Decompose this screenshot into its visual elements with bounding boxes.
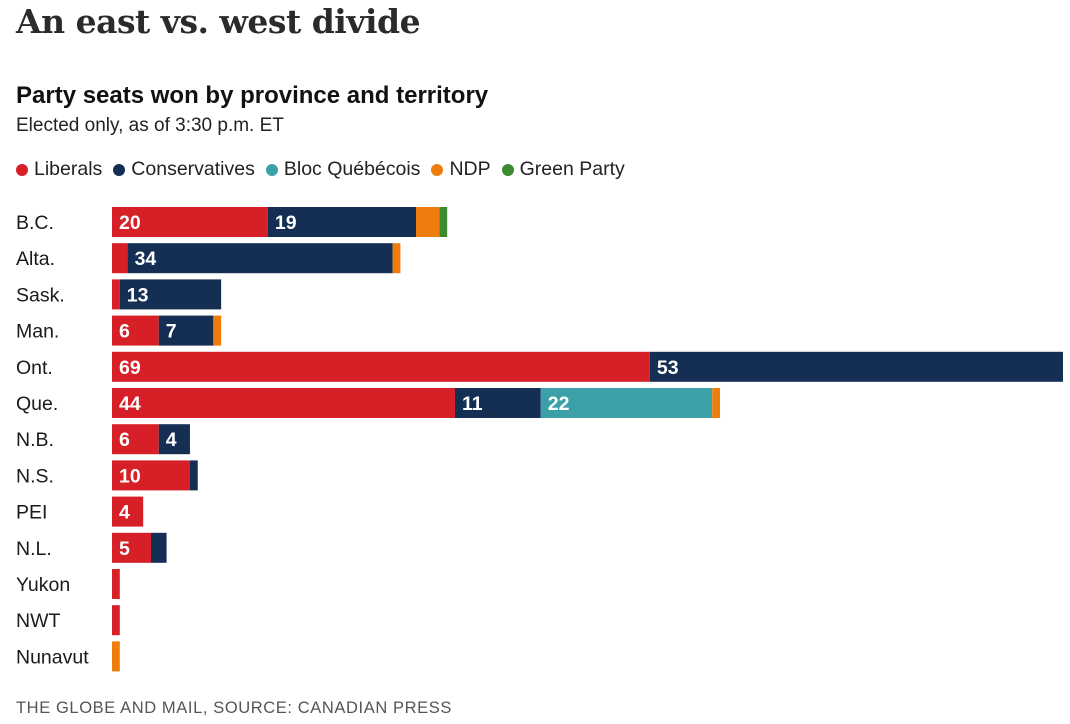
legend-item-conservatives: Conservatives xyxy=(113,158,255,181)
bar-b-c-ndp xyxy=(416,207,440,237)
bar-alta-ndp xyxy=(392,243,401,274)
chart-subtitle: Elected only, as of 3:30 p.m. ET xyxy=(16,115,284,136)
legend-label-green: Green Party xyxy=(519,158,625,180)
bar-yukon-liberals xyxy=(112,569,120,599)
legend-label-ndp: NDP xyxy=(449,158,491,180)
legend-item-liberals: Liberals xyxy=(16,158,102,181)
category-label-yukon: Yukon xyxy=(16,574,70,596)
category-label-pei: PEI xyxy=(16,502,47,524)
legend-item-bloc: Bloc Québécois xyxy=(265,158,421,181)
data-label-ont-liberals: 69 xyxy=(119,357,141,379)
legend-swatch-green xyxy=(501,163,514,176)
headline: An east vs. west divide xyxy=(16,2,421,41)
category-label-n-l: N.L. xyxy=(16,538,52,560)
data-label-b-c-liberals: 20 xyxy=(119,212,141,234)
category-label-n-b: N.B. xyxy=(16,429,54,451)
bar-man-liberals xyxy=(112,315,159,346)
data-label-n-l-liberals: 5 xyxy=(119,538,130,560)
data-label-que-conservatives: 11 xyxy=(462,393,483,415)
bar-que-bloc-qu-b-cois xyxy=(540,388,713,418)
bar-n-b-liberals xyxy=(112,424,159,455)
bar-sask-conservatives xyxy=(119,279,222,310)
bar-nunavut-ndp xyxy=(112,641,120,672)
bar-pei-liberals xyxy=(112,496,144,527)
data-label-n-b-liberals: 6 xyxy=(119,429,130,451)
category-label-que: Que. xyxy=(16,393,58,415)
bar-que-liberals xyxy=(112,388,455,418)
category-label-ont: Ont. xyxy=(16,357,53,379)
legend-item-green: Green Party xyxy=(501,158,625,181)
category-label-sask: Sask. xyxy=(16,284,65,306)
bar-n-s-conservatives xyxy=(189,460,198,491)
bar-alta-conservatives xyxy=(127,243,393,274)
category-label-man: Man. xyxy=(16,321,59,343)
bar-sask-liberals xyxy=(112,279,120,310)
source-credit: THE GLOBE AND MAIL, SOURCE: CANADIAN PRE… xyxy=(16,699,452,717)
legend-swatch-liberals xyxy=(16,163,28,176)
bar-man-conservatives xyxy=(158,315,214,346)
category-label-b-c: B.C. xyxy=(16,212,54,234)
bar-que-ndp xyxy=(712,388,721,418)
data-label-ont-conservatives: 53 xyxy=(657,357,679,379)
legend-label-conservatives: Conservatives xyxy=(131,158,255,180)
bar-b-c-green-party xyxy=(439,207,448,237)
data-label-n-b-conservatives: 4 xyxy=(166,429,177,451)
data-label-alta-conservatives: 34 xyxy=(135,248,157,270)
legend-swatch-conservatives xyxy=(113,163,126,176)
bar-que-conservatives xyxy=(454,388,541,418)
bar-n-b-conservatives xyxy=(158,424,190,455)
bar-b-c-liberals xyxy=(112,207,268,237)
bar-n-l-liberals xyxy=(112,532,151,563)
legend-label-bloc: Bloc Québécois xyxy=(283,158,421,180)
stacked-bar-chart: B.C. 20 19 Alta. 34 Sask. 13 Man. 6 7 Ont. 69 53 Que.… xyxy=(16,207,1063,672)
bar-man-ndp xyxy=(213,315,222,346)
category-label-n-s: N.S. xyxy=(16,465,54,487)
legend-swatch-bloc xyxy=(265,163,278,176)
bar-n-l-conservatives xyxy=(150,532,167,563)
data-label-n-s-liberals: 10 xyxy=(119,465,141,487)
category-label-alta: Alta. xyxy=(16,248,55,270)
bar-b-c-conservatives xyxy=(267,207,417,237)
category-label-nunavut: Nunavut xyxy=(16,646,89,668)
legend-swatch-ndp xyxy=(431,163,444,176)
bar-ont-liberals xyxy=(112,351,650,382)
legend-item-ndp: NDP xyxy=(431,158,491,181)
data-label-que-liberals: 44 xyxy=(119,393,141,415)
data-label-man-liberals: 6 xyxy=(119,321,130,343)
legend: Liberals Conservatives Bloc Québécois ND… xyxy=(16,158,636,181)
data-label-b-c-conservatives: 19 xyxy=(275,212,297,234)
bar-n-s-liberals xyxy=(112,460,190,491)
bar-ont-conservatives xyxy=(649,351,1063,382)
bar-nwt-liberals xyxy=(112,605,120,636)
chart-title: Party seats won by province and territor… xyxy=(16,82,489,109)
data-label-que-bloc-qu-b-cois: 22 xyxy=(548,393,570,415)
data-label-pei-liberals: 4 xyxy=(119,502,130,524)
data-label-man-conservatives: 7 xyxy=(166,321,177,343)
legend-label-liberals: Liberals xyxy=(34,158,103,180)
bar-alta-liberals xyxy=(112,243,128,274)
data-label-sask-conservatives: 13 xyxy=(127,284,149,306)
category-label-nwt: NWT xyxy=(16,610,60,632)
